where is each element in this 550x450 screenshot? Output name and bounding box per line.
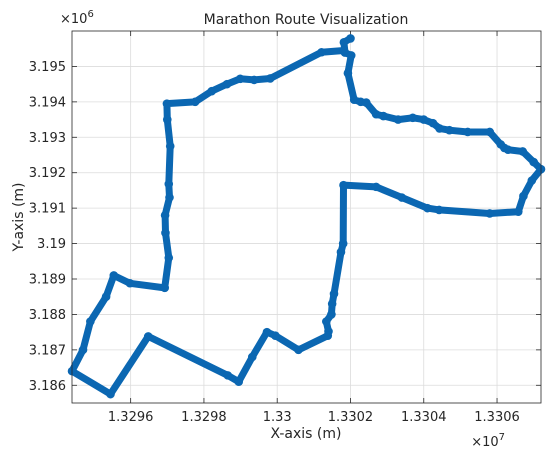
x-tick-label: 1.3296 <box>108 410 154 425</box>
route-point <box>346 34 355 43</box>
route-point <box>249 75 259 85</box>
route-point <box>327 310 336 319</box>
route-point <box>371 109 381 119</box>
y-tick-label: 3.187 <box>29 343 66 358</box>
route-point <box>106 389 115 399</box>
route-point <box>207 86 216 96</box>
y-tick-label: 3.19 <box>37 237 66 252</box>
route-point <box>164 253 174 263</box>
x-tick-label: 1.33 <box>263 410 292 425</box>
x-tick-label: 1.3302 <box>328 410 374 425</box>
route-point <box>503 145 513 154</box>
route-line <box>67 34 546 399</box>
plot-frame <box>71 30 542 404</box>
route-point <box>336 247 346 257</box>
route-point <box>513 207 523 216</box>
route-point <box>485 209 495 218</box>
route-point <box>393 115 403 124</box>
y-tick-label: 3.188 <box>29 308 66 323</box>
route-point <box>161 228 170 238</box>
route-point <box>323 331 333 340</box>
x-tick-label: 1.3304 <box>401 410 447 425</box>
y-tick-labels: 3.186 3.187 3.188 3.189 3.19 3.191 3.192 3.193 3… <box>29 60 66 394</box>
route-point <box>164 179 174 189</box>
x-exponent-label: ×107 <box>471 432 505 450</box>
route-point <box>262 327 272 337</box>
route-point <box>265 74 275 83</box>
route-point <box>518 147 527 156</box>
route-point <box>361 98 371 107</box>
route-point <box>329 289 339 299</box>
route-point <box>346 51 356 60</box>
route-point <box>235 74 245 84</box>
route-point <box>190 97 200 107</box>
route-point <box>349 95 359 105</box>
route-point <box>435 124 444 133</box>
x-tick-label: 1.3298 <box>181 410 227 425</box>
route-point <box>371 182 381 192</box>
y-tick-label: 3.194 <box>29 95 66 110</box>
y-tick-label: 3.193 <box>29 131 66 146</box>
y-tick-label: 3.186 <box>29 379 66 394</box>
route-point <box>434 205 444 215</box>
route-point <box>428 118 438 128</box>
x-tick-label: 1.3306 <box>474 410 520 425</box>
route-point <box>101 292 111 302</box>
route-point <box>322 317 331 326</box>
route-point <box>160 210 170 220</box>
route-point <box>339 180 348 190</box>
y-tick-label: 3.195 <box>29 60 66 75</box>
route-point <box>143 332 153 341</box>
y-tick-label: 3.192 <box>29 166 66 181</box>
x-axis-label: X-axis (m) <box>270 426 341 442</box>
route-point <box>162 115 172 124</box>
route-point <box>485 127 495 137</box>
route-point <box>234 377 244 387</box>
route-point <box>78 345 88 355</box>
route-point <box>529 157 538 167</box>
route-point <box>379 111 388 121</box>
route-point <box>527 176 537 185</box>
route-point <box>339 46 349 55</box>
y-exponent-label: ×106 <box>60 9 94 27</box>
route-point <box>423 203 432 213</box>
route-point <box>222 79 232 89</box>
route-point <box>160 283 170 293</box>
route-point <box>165 141 175 151</box>
route-point <box>317 47 326 57</box>
route-point <box>247 352 257 362</box>
route-point <box>339 38 349 47</box>
route-point <box>271 331 280 340</box>
chart-title: Marathon Route Visualization <box>204 12 409 28</box>
route-point <box>397 193 407 202</box>
axis-ticks <box>72 31 541 403</box>
route-point <box>445 125 454 135</box>
route-point <box>343 68 353 78</box>
y-tick-label: 3.191 <box>29 202 66 217</box>
route-point <box>165 193 174 202</box>
route-point <box>327 299 337 309</box>
route-point <box>109 271 119 280</box>
route-point <box>86 317 95 326</box>
x-tick-labels: 1.3296 1.3298 1.33 1.3302 1.3304 1.3306 <box>108 410 520 425</box>
route-point <box>338 239 348 248</box>
y-tick-label: 3.189 <box>29 273 66 288</box>
y-axis-label: Y-axis (m) <box>11 182 27 252</box>
route-point <box>408 113 418 123</box>
route-point <box>223 371 233 380</box>
route-point <box>519 191 528 201</box>
route-point <box>125 278 135 288</box>
route-point <box>463 127 473 137</box>
route-point <box>294 345 303 355</box>
route-point <box>162 99 172 108</box>
route-point <box>419 115 429 124</box>
